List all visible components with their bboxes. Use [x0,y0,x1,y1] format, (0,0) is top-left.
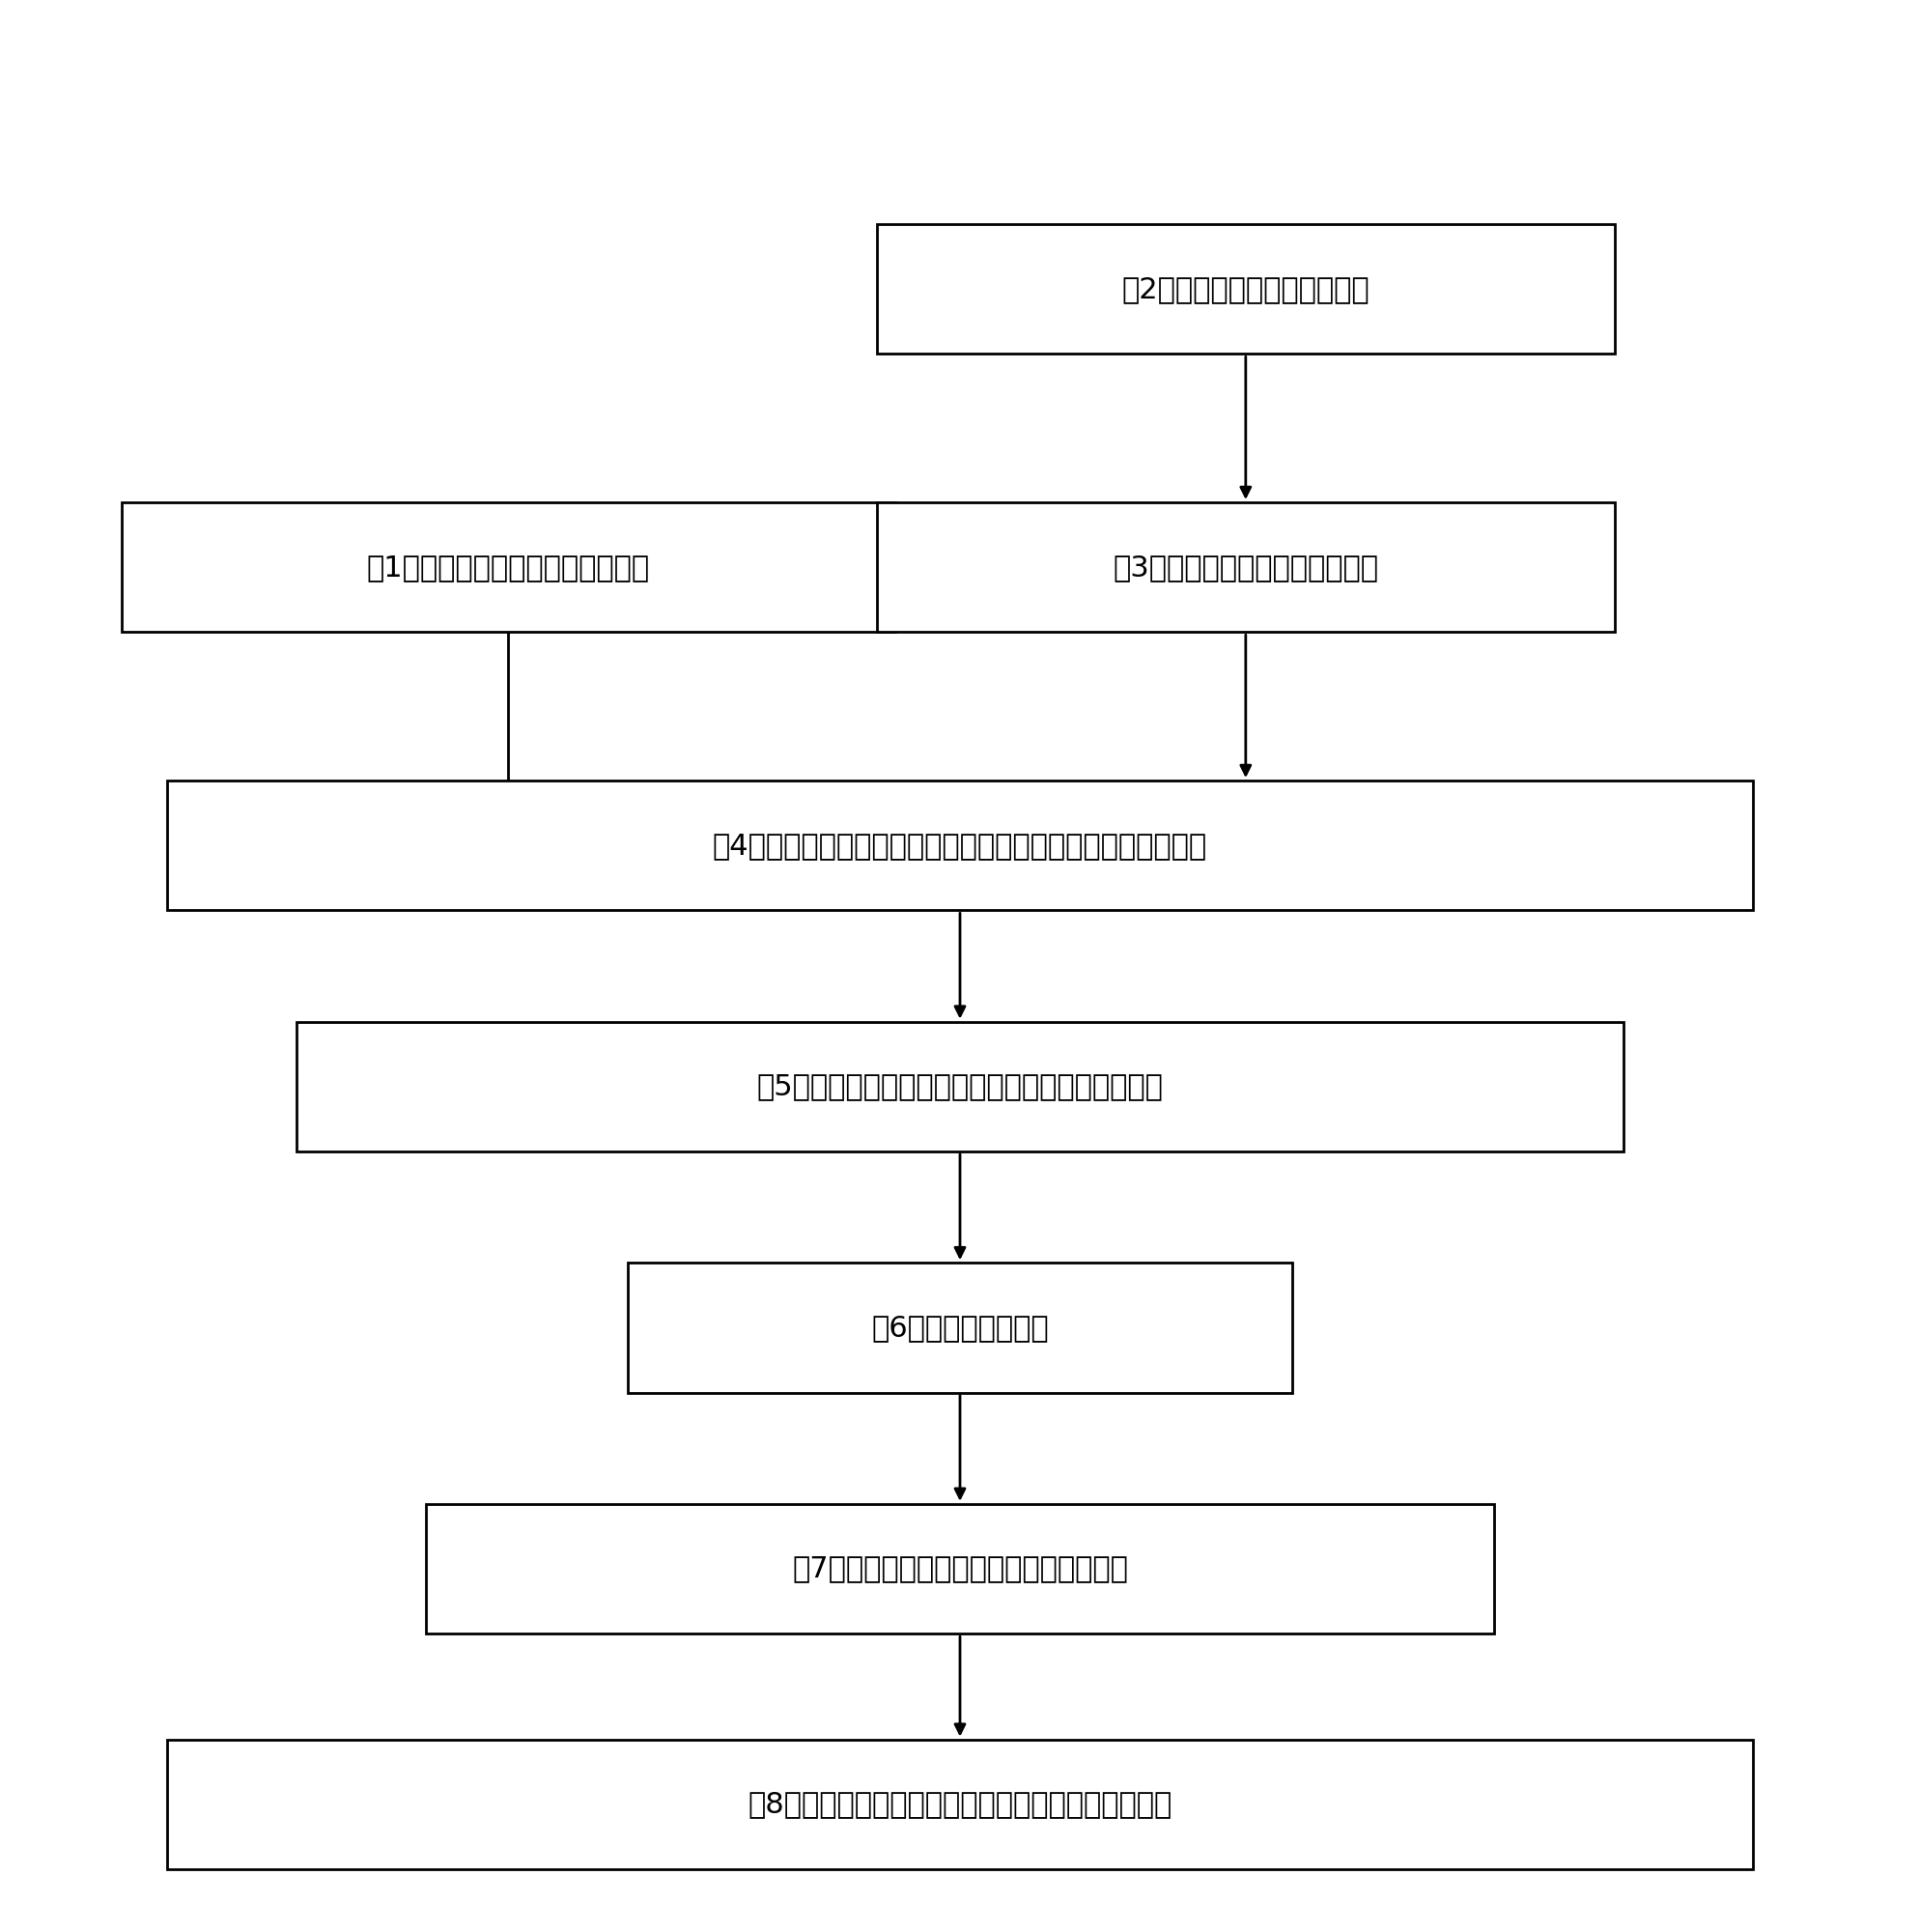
FancyBboxPatch shape [877,224,1615,354]
FancyBboxPatch shape [167,781,1753,910]
Text: （7）完成上层有源层材料及器件结构制作: （7）完成上层有源层材料及器件结构制作 [793,1555,1127,1582]
FancyBboxPatch shape [167,1739,1753,1870]
FancyBboxPatch shape [426,1503,1494,1634]
Text: （1）完成下层有源层器件结构制作: （1）完成下层有源层器件结构制作 [367,553,651,582]
Text: （6）上层有源层剥离: （6）上层有源层剥离 [872,1314,1048,1341]
Text: （3）对上层有源层基体材料注氢: （3）对上层有源层基体材料注氢 [1114,553,1379,582]
FancyBboxPatch shape [628,1264,1292,1393]
Text: （5）对下层有源层和上层有源层基体材料低温键合: （5）对下层有源层和上层有源层基体材料低温键合 [756,1072,1164,1101]
Text: （2）上层有源层基体材料氧化: （2）上层有源层基体材料氧化 [1121,274,1369,303]
Text: （8）进行有源层间相关互连，完成三维集成电路制作: （8）进行有源层间相关互连，完成三维集成电路制作 [749,1791,1171,1818]
FancyBboxPatch shape [877,502,1615,632]
FancyBboxPatch shape [296,1022,1624,1151]
FancyBboxPatch shape [121,502,895,632]
Text: （4）分别对下层有源层和上层有源层基体材料表面氧化层抛光: （4）分别对下层有源层和上层有源层基体材料表面氧化层抛光 [712,831,1208,860]
